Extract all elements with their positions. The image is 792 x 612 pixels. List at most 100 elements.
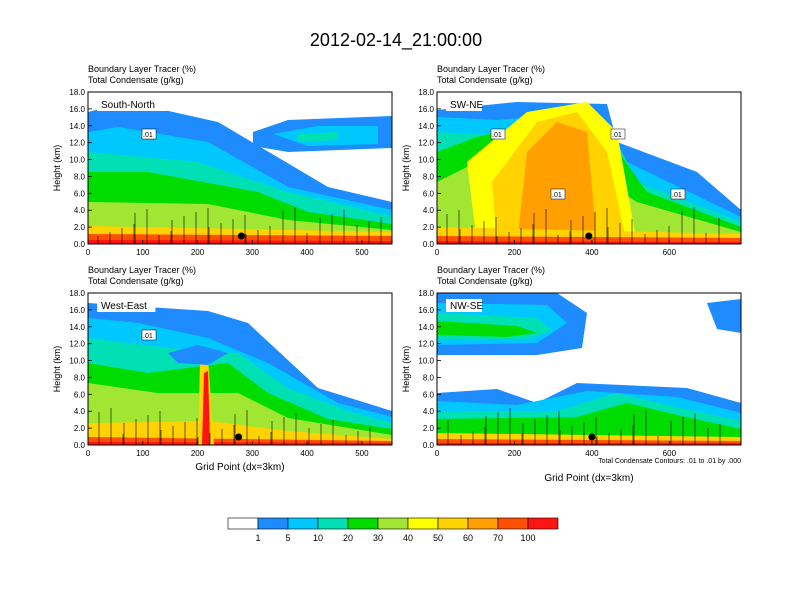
panel-1-label: South-North (101, 100, 155, 111)
panel-2-field (437, 92, 741, 244)
panel-1-ytick-label-6: 12.0 (69, 139, 85, 148)
colorbar-label-8: 70 (493, 533, 503, 543)
panel-1-ytick-label-5: 10.0 (69, 156, 85, 165)
panel-1-xtick-label-0: 0 (86, 248, 91, 257)
panel-1-subtitle-line1: Boundary Layer Tracer (%) (88, 64, 197, 74)
colorbar: 1 5 10 20 30 40 50 60 70 100 (227, 517, 559, 543)
panel-4-field (437, 293, 741, 445)
panel-3-subtitle-line2: Total Condensate (g/kg) (88, 276, 184, 286)
panel-1-band-8 (88, 240, 392, 244)
panel-3-contour-label-bg-0 (141, 329, 157, 341)
panel-2-ytick-label-4: 8.0 (423, 172, 435, 181)
colorbar-bin-3 (317, 517, 349, 530)
panel-4-xlabel: Grid Point (dx=3km) (544, 473, 633, 484)
panel-3-ytick-label-6: 12.0 (69, 340, 85, 349)
panel-3-label: West-East (101, 301, 147, 312)
panel-4-subtitle-line2: Total Condensate (g/kg) (437, 276, 533, 286)
colorbar-label-4: 30 (373, 533, 383, 543)
panel-3-ytick-label-1: 2.0 (74, 424, 86, 433)
panel-3-xtick-label-3: 300 (246, 449, 260, 458)
colorbar-label-9: 100 (520, 533, 535, 543)
panel-2-ytick-label-2: 4.0 (423, 206, 435, 215)
panel-4-label-bg (446, 299, 482, 312)
panel-2-ytick-label-6: 12.0 (418, 139, 434, 148)
panel-2-ytick-label-5: 10.0 (418, 156, 434, 165)
panel-2-subtitle-line1: Boundary Layer Tracer (%) (437, 64, 546, 74)
panel-2-contour-label-2: .01 (612, 132, 622, 139)
panel-4-ytick-label-2: 4.0 (423, 407, 435, 416)
panel-4-xtick-label-2: 400 (585, 449, 599, 458)
panel-2-ytick-label-8: 16.0 (418, 105, 434, 114)
panel-3-band-10 (202, 371, 210, 445)
panel-2-frame (436, 91, 742, 245)
panel-2-contour-label-0: .01 (492, 132, 502, 139)
panel-4: 0.0 2.0 4.0 6.0 8.0 10.0 12.0 14.0 16.0 18.0 0 200 4… (401, 289, 742, 484)
panel-1-subtitle-line2: Total Condensate (g/kg) (88, 75, 184, 85)
panel-2-contour-label-bg-1 (550, 188, 566, 200)
panel-4-band-12 (707, 299, 741, 333)
panel-2-ytick-label-3: 6.0 (423, 189, 435, 198)
panel-2-contour-label-3: .01 (672, 192, 682, 199)
colorbar-bin-0 (227, 517, 259, 530)
panel-3-xtick-label-2: 200 (191, 449, 205, 458)
colorbar-label-7: 60 (463, 533, 473, 543)
colorbar-bin-9 (497, 517, 529, 530)
panel-2-band-8 (517, 122, 597, 244)
panel-2-subtitle: Boundary Layer Tracer (%) Total Condensa… (437, 64, 545, 86)
panel-1-xtick-label-1: 100 (136, 248, 150, 257)
panel-2-ytick-label-9: 18.0 (418, 88, 434, 97)
panel-3-ylabel: Height (km) (52, 346, 62, 393)
panel-1-frame (87, 91, 393, 245)
panel-2-contour-label-bg-2 (610, 128, 626, 140)
panel-2-contour-label-1: .01 (552, 192, 562, 199)
panel-2-contour-label-bg-0 (490, 128, 506, 140)
panel-2-location-marker (585, 232, 593, 240)
colorbar-label-0: 1 (255, 533, 260, 543)
panel-1-ytick-label-2: 4.0 (74, 206, 86, 215)
panel-4-ytick-label-1: 2.0 (423, 424, 435, 433)
panel-4-ytick-label-9: 18.0 (418, 289, 434, 298)
panel-1-field (88, 92, 392, 244)
panel-2-contour-label-bg-3 (670, 188, 686, 200)
panel-4-ytick-label-6: 12.0 (418, 340, 434, 349)
panel-3-ytick-label-3: 6.0 (74, 390, 86, 399)
panel-4-frame (436, 292, 742, 446)
panel-1: 0.0 2.0 4.0 6.0 8.0 10.0 12.0 14.0 16.0 18.0 0 100 2… (52, 88, 393, 257)
panel-3-ytick-label-5: 10.0 (69, 357, 85, 366)
panel-3-ytick-label-0: 0.0 (74, 441, 86, 450)
panel-1-xtick-label-4: 400 (300, 248, 314, 257)
panel-3-location-marker (235, 433, 243, 441)
panel-2-label: SW-NE (450, 100, 483, 111)
panel-1-ytick-label-7: 14.0 (69, 122, 85, 131)
panel-1-xtick-label-2: 200 (191, 248, 205, 257)
panel-3-xtick-label-5: 500 (355, 449, 369, 458)
panel-4-xtick-label-3: 600 (663, 449, 677, 458)
panel-1-contour-label-0: .01 (143, 132, 153, 139)
panel-2-xtick-label-2: 400 (585, 248, 599, 257)
panel-1-band-11 (298, 132, 338, 142)
panel-1-label-bg (97, 98, 167, 111)
colorbar-bin-4 (347, 517, 379, 530)
panel-2-xtick-label-1: 200 (508, 248, 522, 257)
panel-3-contour-label-0: .01 (143, 333, 153, 340)
panel-2-ytick-label-7: 14.0 (418, 122, 434, 131)
colorbar-label-2: 10 (313, 533, 323, 543)
panel-3-xtick-label-4: 400 (300, 449, 314, 458)
panel-1-contour-label-bg-0 (141, 128, 157, 140)
panel-1-ylabel: Height (km) (52, 145, 62, 192)
panel-4-subtitle: Boundary Layer Tracer (%) Total Condensa… (437, 265, 545, 287)
panel-3-ytick-label-4: 8.0 (74, 373, 86, 382)
panel-2-label-bg (446, 98, 482, 111)
panel-2-xtick-label-3: 600 (663, 248, 677, 257)
panel-3-ytick-label-2: 4.0 (74, 407, 86, 416)
panel-3-subtitle-line1: Boundary Layer Tracer (%) (88, 265, 197, 275)
panel-1-xtick-label-3: 300 (246, 248, 260, 257)
panel-3-band-8 (88, 442, 392, 445)
panel-1-ytick-label-1: 2.0 (74, 223, 86, 232)
panel-3-xtick-label-1: 100 (136, 449, 150, 458)
contour-footnote: Total Condensate Contours: .01 to .01 by… (598, 458, 741, 465)
panel-1-ytick-label-9: 18.0 (69, 88, 85, 97)
panel-1-ytick-label-3: 6.0 (74, 189, 86, 198)
colorbar-bin-10 (527, 517, 559, 530)
panel-4-subtitle-line1: Boundary Layer Tracer (%) (437, 265, 546, 275)
